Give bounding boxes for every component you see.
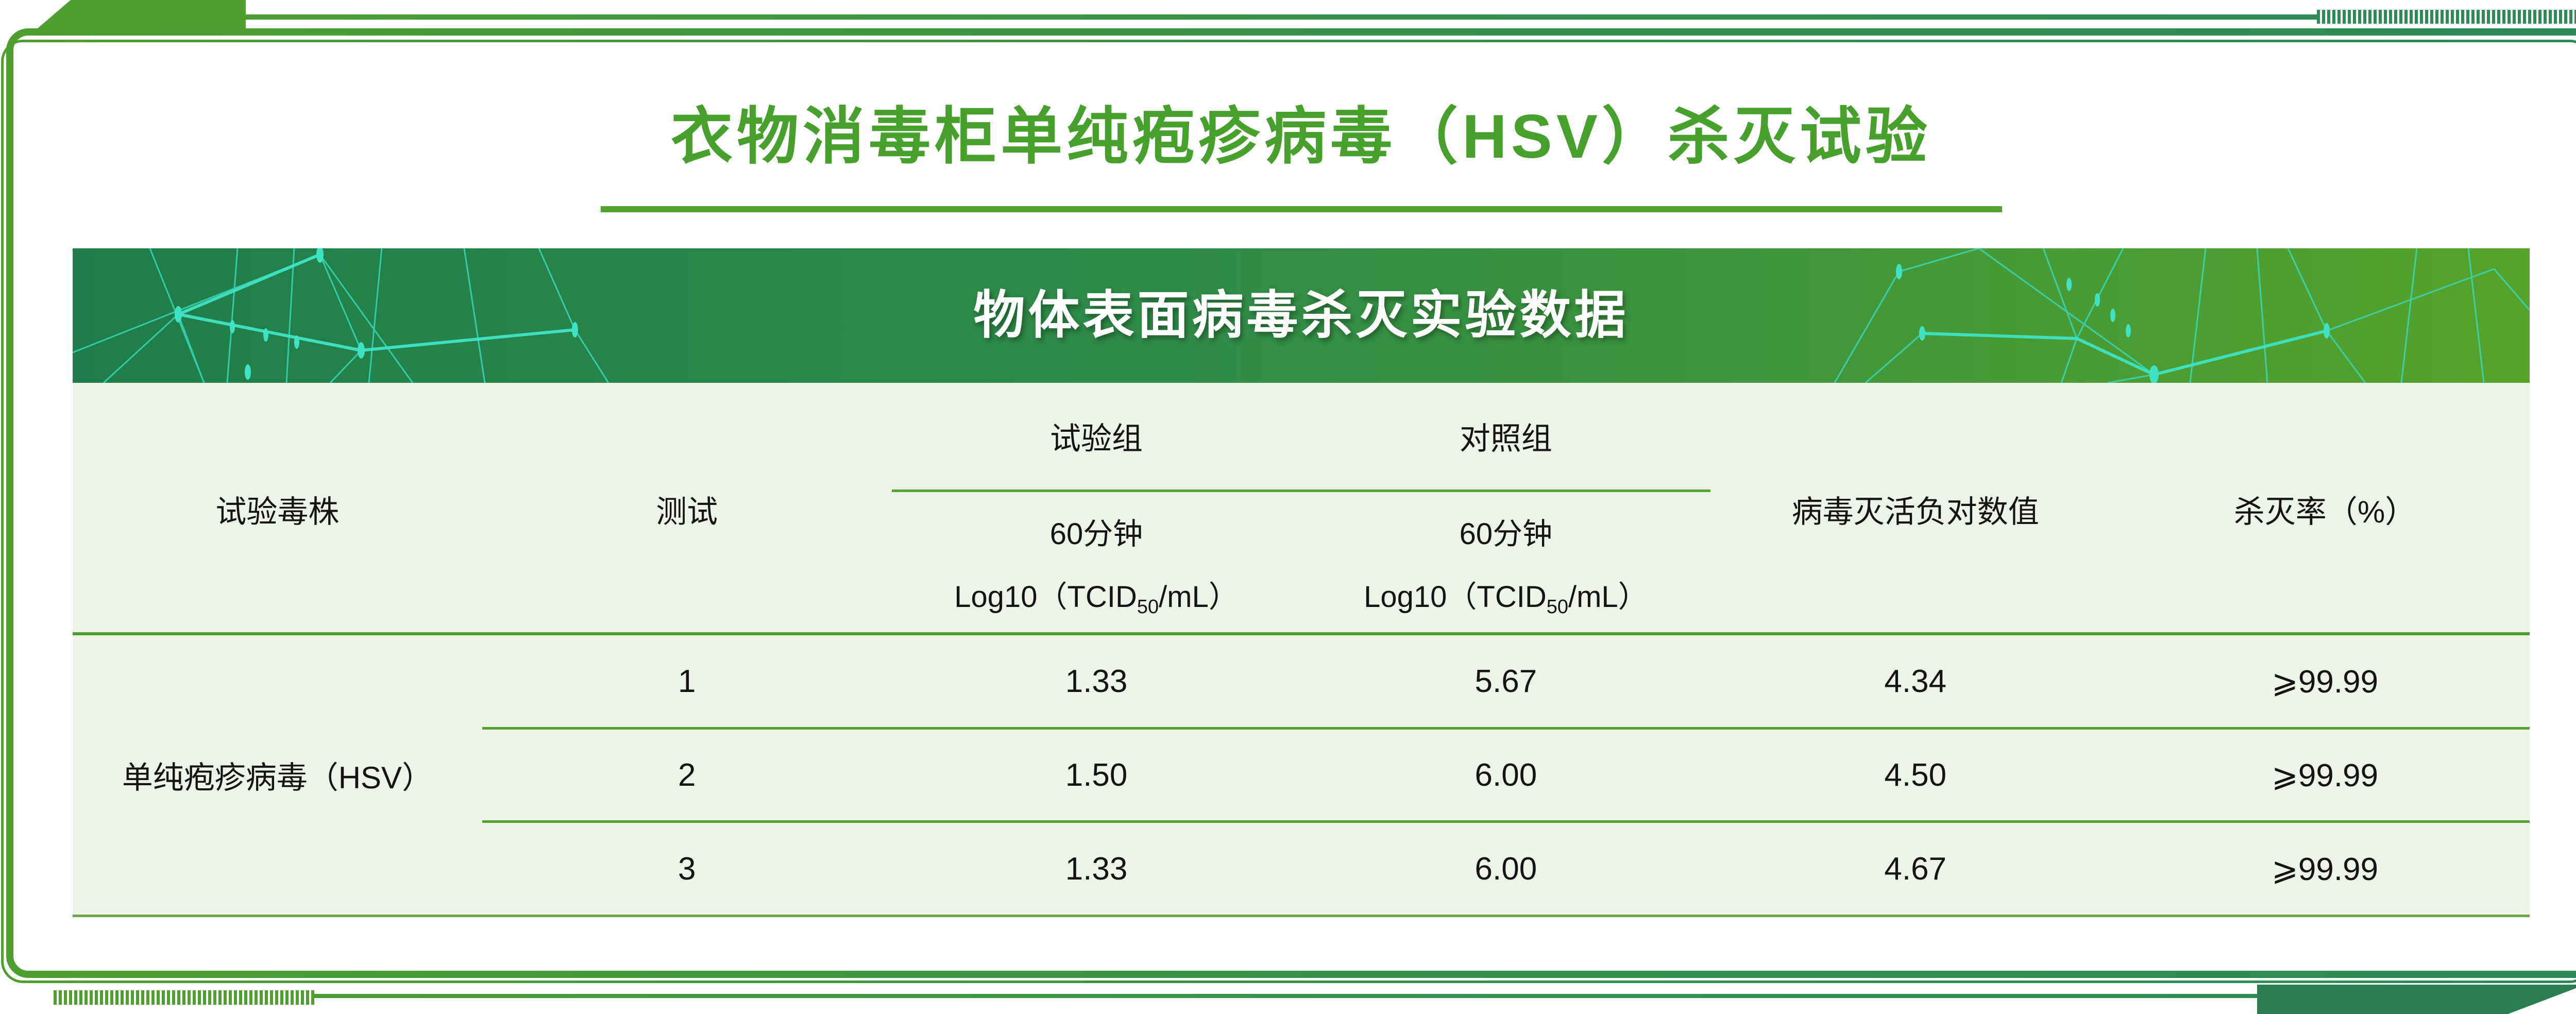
header-control-duration: 60分钟: [1459, 517, 1553, 551]
cell-test-no: 1: [677, 663, 696, 699]
card-inner-thin-border: [1, 40, 2576, 983]
header-test-duration: 60分钟: [1049, 517, 1143, 551]
header-test-log-unit: Log10（TCID50/mL）: [954, 580, 1239, 618]
header-control-subheader: 60分钟 Log10（TCID50/mL）: [1301, 492, 1711, 635]
cell-neg-log: 4.34: [1884, 663, 1947, 699]
row-separator: [482, 727, 2530, 730]
strain-cell: 单纯疱疹病毒（HSV）: [122, 760, 433, 795]
cell-control-value: 5.67: [1475, 663, 1537, 699]
table-bottom-rule: [73, 915, 2530, 917]
cell-test-value: 1.33: [1065, 851, 1128, 887]
bottom-left-stripes-decoration: [54, 990, 314, 1005]
header-group-test: 试验组: [1050, 421, 1143, 456]
header-group-control: 对照组: [1459, 421, 1552, 456]
table-row: 1 1.33 5.67 4.34 ⩾99.99: [482, 635, 2530, 727]
cell-control-value: 6.00: [1475, 851, 1537, 887]
header-strain: 试验毒株: [215, 494, 340, 529]
cell-kill-rate: ⩾99.99: [2271, 664, 2379, 700]
cell-kill-rate: ⩾99.99: [2271, 757, 2379, 793]
cell-control-value: 6.00: [1475, 757, 1537, 793]
top-right-stripes-decoration: [2317, 10, 2576, 24]
header-test-subheader: 60分钟 Log10（TCID50/mL）: [892, 492, 1301, 635]
cell-test-no: 3: [677, 851, 696, 887]
cell-test-no: 2: [677, 757, 696, 793]
bottom-right-tab-decoration: [2257, 985, 2576, 1014]
row-separator: [482, 820, 2530, 823]
top-left-tab-decoration: [38, 0, 246, 28]
top-line-decoration: [246, 14, 2317, 20]
cell-test-value: 1.33: [1065, 663, 1128, 699]
table-row: 3 1.33 6.00 4.67 ⩾99.99: [482, 823, 2530, 915]
table-banner: 物体表面病毒杀灭实验数据: [73, 248, 2530, 383]
network-mesh-decoration: [73, 248, 2530, 383]
cell-kill-rate: ⩾99.99: [2271, 851, 2379, 887]
header-control-log-unit: Log10（TCID50/mL）: [1364, 580, 1648, 618]
page-title: 衣物消毒柜单纯疱疹病毒（HSV）杀灭试验: [671, 102, 1931, 171]
header-neg-log: 病毒灭活负对数值: [1791, 494, 2039, 529]
data-table-panel: 物体表面病毒杀灭实验数据 试验毒株 测试 试验组 对照组 60分钟 Log10（…: [73, 248, 2530, 917]
table-body: 单纯疱疹病毒（HSV） 1 1.33 5.67 4.34 ⩾99.99 2 1.…: [73, 635, 2530, 917]
banner-title: 物体表面病毒杀灭实验数据: [973, 286, 1629, 344]
header-kill-rate: 杀灭率（%）: [2233, 494, 2416, 529]
table-row: 2 1.50 6.00 4.50 ⩾99.99: [482, 730, 2530, 820]
bottom-line-decoration: [314, 994, 2257, 998]
title-underline: [600, 206, 2002, 212]
cell-test-value: 1.50: [1065, 757, 1128, 793]
table-header: 试验毒株 测试 试验组 对照组 60分钟 Log10（TCID50/mL） 60…: [73, 383, 2530, 635]
header-bottom-rule: [73, 632, 2530, 635]
group-header-rule: [891, 489, 1711, 492]
cell-neg-log: 4.67: [1884, 851, 1947, 887]
cell-neg-log: 4.50: [1884, 757, 1947, 793]
header-test: 测试: [656, 494, 718, 529]
